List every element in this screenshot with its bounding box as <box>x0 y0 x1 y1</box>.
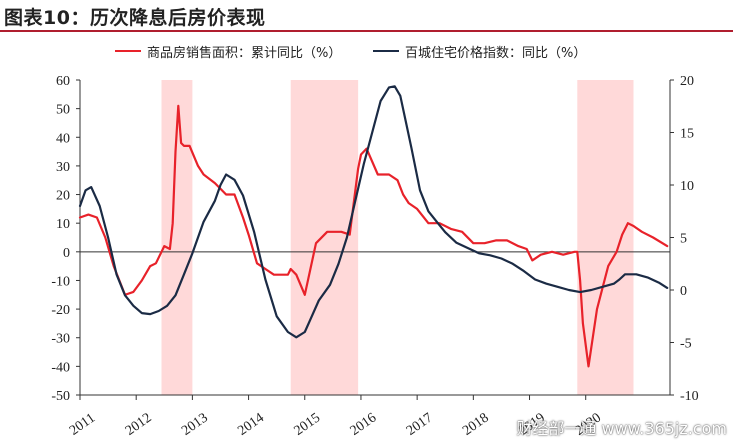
y-left-tick-label: 40 <box>56 131 70 146</box>
x-tick-label: 2012 <box>123 411 155 439</box>
y-left-tick-label: 60 <box>56 74 70 89</box>
y-left-tick-label: 50 <box>56 103 70 118</box>
y-left-tick-label: -10 <box>51 274 70 289</box>
watermark: 财经部一通 www.365jz.com <box>516 419 727 438</box>
x-tick-label: 2018 <box>460 411 492 439</box>
series-line-sales <box>78 104 669 368</box>
shaded-period-1 <box>290 80 359 395</box>
title-bar: 图表10：历次降息后房价表现 <box>0 0 733 32</box>
y-left-tick-label: 0 <box>63 246 70 261</box>
legend-swatch-price <box>373 50 399 52</box>
x-tick-label: 2015 <box>292 411 324 439</box>
y-left-tick-label: -30 <box>51 332 70 347</box>
y-right-tick-label: 15 <box>680 127 694 142</box>
y-left-tick-label: -20 <box>51 303 70 318</box>
series-line-price <box>78 85 669 339</box>
x-tick-label: 2011 <box>67 411 98 439</box>
y-right-tick-label: 5 <box>680 232 687 247</box>
y-right-tick-label: -10 <box>680 389 699 404</box>
shaded-period-2 <box>577 80 634 395</box>
y-right-tick-label: 20 <box>680 74 694 89</box>
x-tick-label: 2016 <box>348 411 380 439</box>
y-left-tick-label: -50 <box>51 389 70 404</box>
y-left-tick-label: -40 <box>51 360 70 375</box>
legend-label-sales: 商品房销售面积：累计同比（%） <box>147 46 342 61</box>
chart-title: 图表10：历次降息后房价表现 <box>4 7 266 29</box>
x-tick-label: 2017 <box>404 411 436 439</box>
y-left-tick-label: 20 <box>56 189 70 204</box>
x-tick-label: 2014 <box>235 411 267 439</box>
y-left-tick-label: 30 <box>56 160 70 175</box>
series-lines <box>78 85 669 368</box>
y-right-tick-label: -5 <box>680 337 692 352</box>
legend-label-price: 百城住宅价格指数：同比（%） <box>405 46 587 61</box>
y-left-tick-label: 10 <box>56 217 70 232</box>
shaded-periods <box>161 80 634 395</box>
title-underline <box>0 30 733 32</box>
y-right-tick-label: 0 <box>680 284 687 299</box>
x-tick-label: 2013 <box>179 411 211 439</box>
y-right-tick-label: 10 <box>680 179 694 194</box>
legend-swatch-sales <box>115 50 141 52</box>
